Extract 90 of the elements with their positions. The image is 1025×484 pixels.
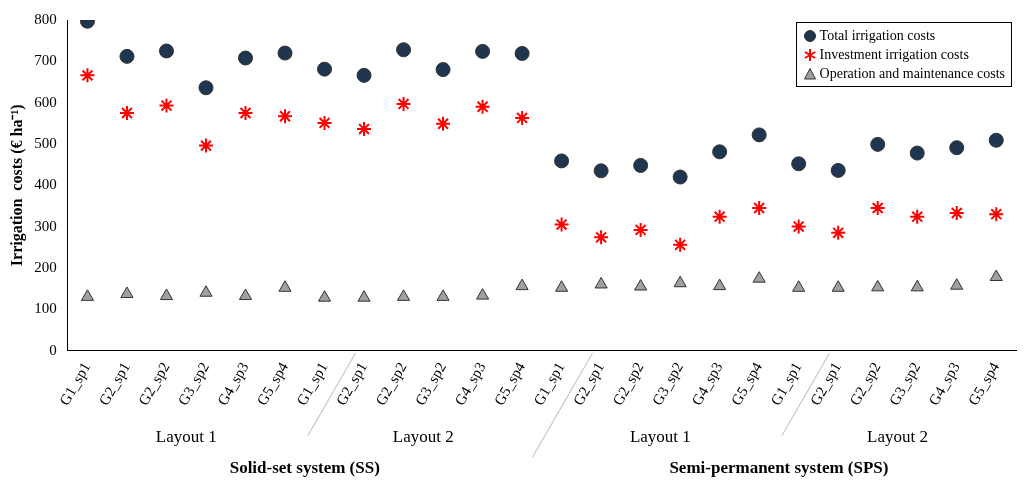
point: [357, 290, 371, 302]
point: [396, 42, 412, 58]
point: [119, 48, 135, 64]
point: [711, 208, 728, 225]
point: [118, 104, 135, 121]
point: [120, 286, 134, 298]
point: [791, 156, 807, 172]
text: Layout 2: [867, 427, 928, 447]
point: [356, 121, 373, 138]
point: [870, 136, 886, 152]
point: [713, 278, 727, 291]
point: [158, 97, 175, 114]
y-tick-label: 100: [34, 300, 57, 317]
text: Solid-set system (SS): [229, 458, 380, 478]
point: [831, 280, 845, 292]
point: [909, 208, 926, 225]
legend-label: Total irrigation costs: [819, 27, 936, 45]
y-tick-label: 800: [34, 10, 57, 27]
point: [593, 163, 609, 179]
point: [792, 280, 806, 292]
y-tick-label: 200: [34, 258, 57, 275]
point: [949, 140, 965, 156]
point: [395, 95, 412, 112]
point: [553, 216, 570, 233]
point: [238, 50, 254, 66]
point: [634, 279, 648, 291]
point: [277, 108, 294, 125]
point: [237, 104, 254, 121]
point: [515, 278, 529, 291]
point: [435, 115, 452, 132]
point: [476, 288, 490, 300]
point: [277, 45, 293, 61]
y-tick-label: 600: [34, 93, 57, 110]
point: [474, 98, 491, 115]
point: [948, 204, 965, 221]
point: [830, 224, 847, 241]
point: [988, 132, 1004, 148]
point: [159, 288, 174, 301]
point: [278, 280, 292, 292]
point: [869, 200, 886, 217]
point: [356, 67, 372, 83]
point: [752, 271, 766, 283]
point: [830, 162, 846, 178]
legend-label: Operation and maintenance costs: [819, 65, 1005, 83]
point: [632, 221, 649, 238]
point: [910, 279, 924, 292]
y-axis-title: Irrigation costs (€ ha⁻¹): [7, 104, 26, 267]
point: [751, 127, 767, 143]
point: [435, 62, 451, 78]
point: [672, 236, 689, 253]
y-tick-label: 0: [49, 341, 57, 358]
point: [751, 200, 768, 217]
point: [317, 290, 332, 302]
point: [989, 269, 1003, 282]
point: [712, 144, 728, 160]
point: [909, 145, 925, 161]
point: [316, 114, 333, 131]
point: [988, 206, 1005, 223]
point: [317, 61, 333, 77]
point: [672, 169, 688, 185]
point: [80, 289, 95, 301]
text: Layout 2: [392, 427, 454, 447]
point: [555, 280, 569, 292]
point: [594, 276, 608, 289]
y-tick-label: 400: [34, 176, 57, 193]
point: [554, 153, 570, 169]
point: [475, 43, 491, 59]
point: [673, 275, 687, 288]
point: [436, 289, 450, 301]
point: [593, 229, 610, 246]
point: [158, 43, 174, 59]
point: [197, 137, 214, 154]
y-tick-label: 700: [34, 52, 57, 69]
point: [514, 109, 531, 126]
point: [238, 288, 253, 301]
text: Layout 1: [155, 427, 217, 447]
point: [871, 279, 885, 292]
point: [790, 218, 807, 235]
point: [950, 278, 964, 290]
point: [396, 289, 411, 301]
point: [514, 45, 530, 61]
text: Layout 1: [629, 427, 691, 447]
point: [198, 80, 214, 96]
y-tick-label: 500: [34, 134, 57, 151]
point: [79, 67, 96, 84]
point: [199, 285, 213, 297]
y-tick-label: 300: [34, 217, 57, 234]
point: [633, 157, 649, 173]
text: Semi-permanent system (SPS): [669, 458, 889, 478]
legend-label: Investment irrigation costs: [819, 46, 969, 64]
